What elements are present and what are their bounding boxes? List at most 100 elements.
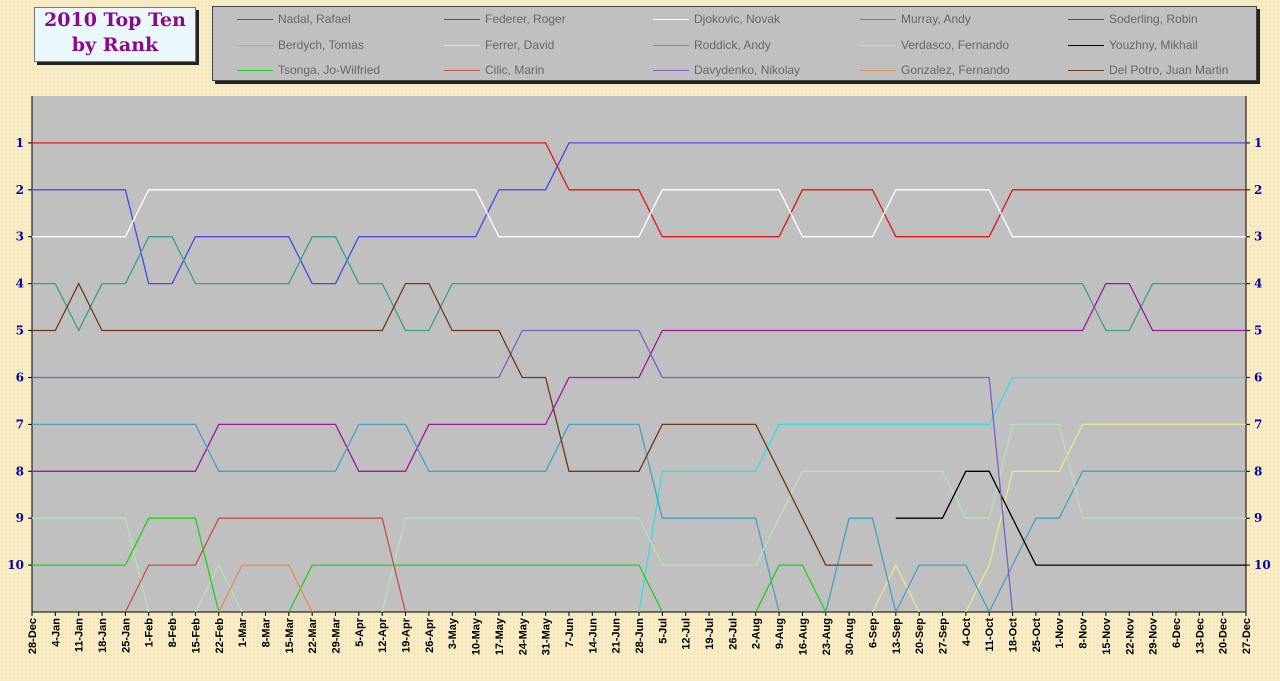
y-tick-label-right: 7	[1254, 417, 1262, 431]
x-tick-label: 8-Feb	[167, 618, 179, 648]
series-line-berdych-tomas	[638, 376, 1246, 612]
y-tick-label-right: 3	[1254, 230, 1262, 244]
legend-swatch	[860, 19, 896, 20]
x-tick-label: 13-Sep	[891, 618, 903, 654]
x-tick-label: 1-Feb	[144, 618, 156, 648]
x-tick-label: 6-Sep	[867, 618, 879, 648]
x-tick-label: 11-Oct	[984, 618, 996, 652]
x-tick-label: 30-Aug	[844, 618, 856, 655]
chart-title-box: 2010 Top Ten by Rank	[34, 7, 196, 62]
x-tick-label: 19-Apr	[401, 617, 413, 653]
legend-swatch	[1068, 19, 1104, 20]
legend-swatch	[237, 19, 273, 20]
x-tick-label: 4-Oct	[961, 618, 973, 646]
x-tick-label: 5-Apr	[354, 617, 366, 646]
y-tick-label-right: 10	[1254, 558, 1271, 572]
y-tick-label-left: 6	[16, 370, 24, 384]
series-line-nadal-rafael	[32, 142, 1246, 285]
y-tick-label-left: 3	[16, 230, 24, 244]
x-tick-label: 20-Sep	[914, 618, 926, 654]
x-tick-label: 22-Mar	[307, 617, 319, 653]
y-tick-label-left: 4	[16, 277, 24, 291]
legend-label: Del Potro, Juan Martin	[1109, 63, 1229, 77]
legend-swatch	[653, 45, 689, 46]
x-tick-label: 17-May	[494, 617, 506, 655]
y-tick-label-left: 9	[16, 511, 24, 525]
y-tick-label-left: 7	[16, 417, 24, 431]
y-tick-label-left: 2	[16, 183, 24, 197]
legend-label: Ferrer, David	[485, 38, 555, 52]
y-tick-label-right: 9	[1254, 511, 1262, 525]
legend-label: Soderling, Robin	[1109, 12, 1198, 26]
x-tick-label: 6-Dec	[1171, 618, 1183, 648]
x-tick-label: 8-Mar	[260, 617, 272, 647]
legend-label: Berdych, Tomas	[278, 38, 364, 52]
series-line-roddick-andy	[32, 423, 1246, 612]
y-tick-label-right: 1	[1254, 136, 1262, 150]
series-line-ferrer-david	[871, 423, 1246, 612]
series-line-del-potro-juan-martin	[32, 282, 873, 566]
legend-swatch	[1068, 70, 1104, 71]
x-tick-label: 21-Jun	[611, 618, 623, 654]
x-tick-label: 28-Dec	[27, 618, 39, 654]
x-tick-label: 11-Jan	[74, 618, 86, 653]
x-tick-label: 29-Mar	[331, 617, 343, 653]
x-tick-label: 5-Jul	[657, 618, 669, 644]
legend-label: Verdasco, Fernando	[901, 38, 1010, 52]
series-line-tsonga-jo-wilfried	[32, 517, 827, 612]
y-tick-label-left: 5	[16, 324, 24, 338]
x-tick-label: 12-Apr	[377, 617, 389, 653]
legend-swatch	[860, 45, 896, 46]
series-line-murray-andy	[32, 236, 1246, 332]
series-line-djokovic-novak	[32, 189, 1246, 238]
legend-swatch	[860, 70, 896, 71]
legend-label: Gonzalez, Fernando	[901, 63, 1010, 77]
chart-legend: Nadal, Rafael Federer, Roger Djokovic, Nov…	[212, 6, 1257, 81]
legend-swatch	[653, 19, 689, 20]
x-tick-label: 24-May	[517, 617, 529, 655]
x-tick-label: 18-Oct	[1008, 618, 1020, 653]
legend-label: Tsonga, Jo-Wilfried	[278, 63, 381, 77]
x-tick-label: 16-Aug	[797, 618, 809, 655]
x-tick-label: 13-Dec	[1194, 618, 1206, 654]
y-tick-label-right: 8	[1254, 464, 1262, 478]
x-tick-label: 25-Jan	[120, 618, 132, 653]
series-line-gonzalez-fernando	[218, 564, 313, 612]
x-tick-label: 27-Sep	[938, 618, 950, 654]
chart-title-line1: 2010 Top Ten	[44, 9, 186, 31]
y-tick-label-right: 6	[1254, 370, 1262, 384]
x-tick-label: 10-May	[471, 617, 483, 655]
legend-swatch	[444, 45, 480, 46]
x-tick-label: 31-May	[541, 617, 553, 655]
series-line-davydenko-nikolay	[32, 329, 1014, 612]
x-tick-label: 18-Jan	[97, 618, 109, 653]
legend-swatch	[237, 70, 273, 71]
legend-swatch	[444, 70, 480, 71]
legend-label: Federer, Roger	[485, 12, 566, 26]
y-tick-label-right: 2	[1254, 183, 1262, 197]
x-tick-label: 26-Jul	[727, 618, 739, 650]
legend-label: Murray, Andy	[901, 12, 971, 26]
legend-label: Cilic, Marin	[485, 63, 545, 77]
x-tick-label: 15-Nov	[1101, 617, 1113, 655]
x-tick-label: 15-Feb	[190, 618, 202, 654]
x-tick-label: 9-Aug	[774, 618, 786, 649]
x-tick-label: 12-Jul	[681, 618, 693, 650]
x-tick-label: 2-Aug	[751, 618, 763, 649]
x-tick-label: 3-May	[447, 617, 459, 649]
legend-label: Nadal, Rafael	[278, 12, 351, 26]
series-line-federer-roger	[32, 142, 1246, 238]
x-tick-label: 1-Nov	[1054, 617, 1066, 648]
x-tick-label: 29-Nov	[1148, 617, 1160, 655]
legend-swatch	[444, 19, 480, 20]
series-line-verdasco-fernando	[32, 423, 1246, 612]
x-tick-label: 23-Aug	[821, 618, 833, 655]
x-tick-label: 25-Oct	[1031, 618, 1043, 653]
legend-label: Djokovic, Novak	[694, 12, 781, 26]
legend-swatch	[237, 45, 273, 46]
x-tick-label: 14-Jun	[587, 618, 599, 654]
y-tick-label-left: 8	[16, 464, 24, 478]
x-tick-label: 8-Nov	[1078, 617, 1090, 648]
legend-swatch	[1068, 45, 1104, 46]
